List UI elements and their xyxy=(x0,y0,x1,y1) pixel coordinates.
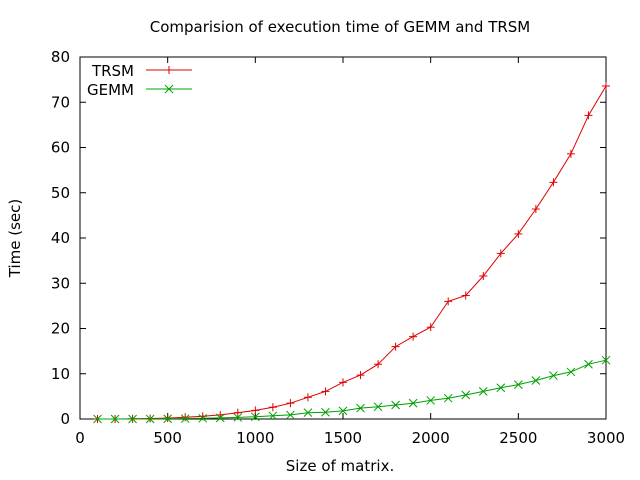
data-point-trsm xyxy=(356,371,365,380)
data-point-gemm xyxy=(531,376,541,385)
data-point-gemm xyxy=(478,387,488,396)
data-point-trsm xyxy=(496,249,505,258)
x-tick-label: 3000 xyxy=(587,429,625,447)
series-line-gemm xyxy=(97,359,607,420)
x-tick-label: 1000 xyxy=(236,429,274,447)
data-point-trsm xyxy=(426,323,435,332)
data-point-gemm xyxy=(303,408,313,418)
data-point-trsm xyxy=(251,406,260,415)
data-point-trsm xyxy=(584,111,593,120)
data-point-trsm xyxy=(339,378,347,387)
data-point-gemm xyxy=(408,398,418,408)
data-point-gemm xyxy=(584,359,593,369)
data-point-trsm xyxy=(181,413,190,422)
plot-frame xyxy=(79,56,607,420)
data-point-gemm xyxy=(513,380,523,389)
data-point-trsm xyxy=(479,272,488,281)
data-point-trsm xyxy=(321,387,330,396)
data-point-gemm xyxy=(198,413,208,423)
data-point-gemm xyxy=(268,411,278,421)
y-tick-label: 0 xyxy=(60,410,70,428)
legend-entry-gemm: GEMM xyxy=(87,81,192,99)
x-tick-label: 500 xyxy=(153,429,182,447)
y-tick-label: 60 xyxy=(51,139,70,157)
data-point-trsm xyxy=(566,149,575,158)
data-point-trsm xyxy=(233,408,242,417)
data-point-gemm xyxy=(426,396,436,405)
data-point-gemm xyxy=(250,412,260,422)
plot-series xyxy=(93,81,611,424)
data-point-trsm xyxy=(268,403,277,412)
legend-label-gemm: GEMM xyxy=(87,81,134,99)
chart-title: Comparision of execution time of GEMM an… xyxy=(150,18,531,36)
data-point-trsm xyxy=(286,399,295,408)
x-tick-label: 2000 xyxy=(412,429,450,447)
y-tick-label: 30 xyxy=(51,274,70,292)
y-axis-label: Time (sec) xyxy=(6,199,24,278)
x-tick-label: 0 xyxy=(75,429,85,447)
x-axis-ticks: 0 500 1000 1500 2000 2500 3000 xyxy=(75,57,625,447)
data-point-trsm xyxy=(461,291,470,300)
data-point-gemm xyxy=(163,414,173,424)
data-point-gemm xyxy=(286,410,295,420)
legend-marker-gemm xyxy=(164,84,174,94)
data-point-gemm xyxy=(321,407,330,417)
y-tick-label: 50 xyxy=(51,184,70,202)
y-axis-ticks: 0 10 20 30 40 50 60 70 80 xyxy=(51,48,606,428)
data-point-gemm xyxy=(601,355,611,365)
data-point-trsm xyxy=(549,178,558,187)
data-point-trsm xyxy=(531,205,540,214)
data-point-gemm xyxy=(145,414,155,424)
data-point-trsm xyxy=(409,332,418,341)
data-point-gemm xyxy=(215,413,225,423)
data-point-gemm xyxy=(391,400,400,410)
data-point-gemm xyxy=(373,402,383,412)
legend-label-trsm: TRSM xyxy=(91,62,134,80)
data-point-gemm xyxy=(110,414,120,424)
data-point-trsm xyxy=(303,393,312,402)
legend: TRSM GEMM xyxy=(87,62,192,99)
data-point-trsm xyxy=(514,229,523,238)
x-axis-label: Size of matrix. xyxy=(286,457,394,475)
data-point-gemm xyxy=(566,367,576,377)
data-point-gemm xyxy=(461,390,471,400)
x-tick-label: 2500 xyxy=(499,429,537,447)
data-point-gemm xyxy=(180,414,190,423)
y-tick-label: 70 xyxy=(51,93,70,111)
x-tick-label: 1500 xyxy=(324,429,362,447)
data-point-gemm xyxy=(128,414,137,424)
data-point-gemm xyxy=(356,403,365,413)
y-tick-label: 80 xyxy=(51,48,70,66)
legend-line-gemm xyxy=(146,84,192,94)
data-point-gemm xyxy=(496,383,506,393)
data-point-trsm xyxy=(374,360,383,369)
data-point-gemm xyxy=(233,413,243,422)
y-tick-label: 20 xyxy=(51,320,70,338)
legend-entry-trsm: TRSM xyxy=(91,62,192,80)
data-point-gemm xyxy=(338,406,348,416)
legend-marker-trsm xyxy=(165,66,173,74)
data-point-trsm xyxy=(391,342,400,351)
y-tick-label: 40 xyxy=(51,229,70,247)
y-tick-label: 10 xyxy=(51,365,70,383)
data-point-trsm xyxy=(602,81,610,90)
data-point-gemm xyxy=(93,414,102,424)
data-point-gemm xyxy=(443,393,453,403)
data-point-gemm xyxy=(549,371,558,380)
series-line-trsm xyxy=(97,85,607,420)
data-point-trsm xyxy=(444,297,453,306)
legend-line-trsm xyxy=(146,66,192,74)
